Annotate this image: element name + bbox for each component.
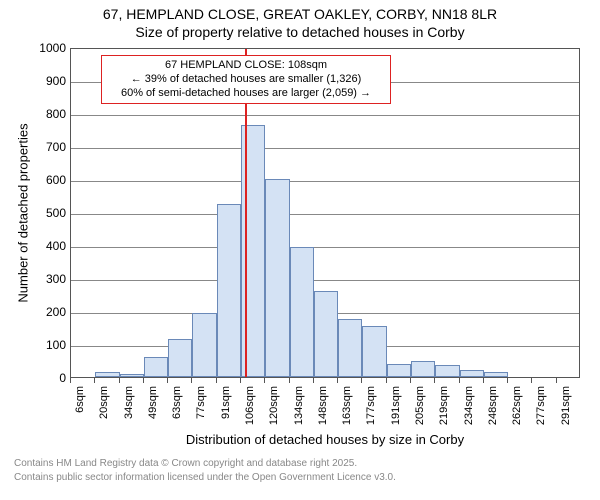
- x-tick-label: 219sqm: [438, 386, 450, 426]
- histogram-bar: [95, 372, 119, 377]
- chart-title-line2: Size of property relative to detached ho…: [0, 24, 600, 40]
- y-tick-label: 1000: [6, 42, 66, 54]
- x-axis-label: Distribution of detached houses by size …: [70, 432, 580, 447]
- x-tick-label: 77sqm: [195, 386, 207, 426]
- x-tick-mark: [313, 378, 314, 383]
- plot-area: 67 HEMPLAND CLOSE: 108sqm← 39% of detach…: [70, 48, 580, 378]
- x-tick-mark: [289, 378, 290, 383]
- x-tick-mark: [386, 378, 387, 383]
- x-tick-mark: [240, 378, 241, 383]
- gridline: [71, 115, 579, 116]
- callout-line: 60% of semi-detached houses are larger (…: [108, 87, 384, 101]
- footer-line1: Contains HM Land Registry data © Crown c…: [14, 458, 357, 469]
- y-tick-label: 700: [6, 141, 66, 153]
- x-tick-label: 248sqm: [487, 386, 499, 426]
- x-tick-mark: [191, 378, 192, 383]
- y-tick-label: 200: [6, 306, 66, 318]
- y-tick-label: 300: [6, 273, 66, 285]
- x-tick-label: 191sqm: [390, 386, 402, 426]
- gridline: [71, 181, 579, 182]
- y-tick-label: 800: [6, 108, 66, 120]
- gridline: [71, 280, 579, 281]
- x-tick-label: 106sqm: [244, 386, 256, 426]
- histogram-bar: [290, 247, 314, 377]
- x-tick-label: 49sqm: [147, 386, 159, 426]
- histogram-bar: [435, 365, 459, 377]
- gridline: [71, 148, 579, 149]
- x-tick-mark: [337, 378, 338, 383]
- x-tick-mark: [264, 378, 265, 383]
- histogram-bar: [338, 319, 362, 377]
- histogram-bar: [460, 370, 484, 377]
- x-tick-label: 6sqm: [74, 386, 86, 426]
- x-tick-label: 120sqm: [268, 386, 280, 426]
- histogram-bar: [265, 179, 289, 377]
- callout-line: ← 39% of detached houses are smaller (1,…: [108, 73, 384, 87]
- x-tick-mark: [167, 378, 168, 383]
- chart-title-line1: 67, HEMPLAND CLOSE, GREAT OAKLEY, CORBY,…: [0, 6, 600, 22]
- x-tick-mark: [94, 378, 95, 383]
- histogram-bar: [192, 313, 216, 377]
- histogram-bar: [411, 361, 435, 378]
- x-tick-mark: [531, 378, 532, 383]
- y-tick-label: 400: [6, 240, 66, 252]
- x-tick-label: 234sqm: [463, 386, 475, 426]
- x-tick-mark: [434, 378, 435, 383]
- y-tick-label: 100: [6, 339, 66, 351]
- x-tick-label: 148sqm: [317, 386, 329, 426]
- x-tick-mark: [483, 378, 484, 383]
- x-tick-mark: [143, 378, 144, 383]
- footer-line2: Contains public sector information licen…: [14, 472, 396, 483]
- histogram-bar: [387, 364, 411, 377]
- x-tick-label: 177sqm: [365, 386, 377, 426]
- property-callout: 67 HEMPLAND CLOSE: 108sqm← 39% of detach…: [101, 55, 391, 104]
- histogram-bar: [484, 372, 508, 377]
- x-tick-label: 277sqm: [535, 386, 547, 426]
- x-tick-mark: [507, 378, 508, 383]
- x-tick-label: 63sqm: [171, 386, 183, 426]
- histogram-bar: [168, 339, 192, 377]
- x-tick-label: 20sqm: [98, 386, 110, 426]
- x-tick-label: 134sqm: [293, 386, 305, 426]
- x-tick-label: 34sqm: [123, 386, 135, 426]
- x-tick-mark: [119, 378, 120, 383]
- x-tick-label: 91sqm: [220, 386, 232, 426]
- x-tick-mark: [556, 378, 557, 383]
- x-tick-label: 205sqm: [414, 386, 426, 426]
- histogram-bar: [120, 374, 144, 377]
- gridline: [71, 247, 579, 248]
- x-tick-mark: [216, 378, 217, 383]
- gridline: [71, 214, 579, 215]
- histogram-bar: [362, 326, 386, 377]
- x-tick-label: 262sqm: [511, 386, 523, 426]
- x-tick-mark: [459, 378, 460, 383]
- histogram-bar: [217, 204, 241, 377]
- histogram-chart: 67, HEMPLAND CLOSE, GREAT OAKLEY, CORBY,…: [0, 0, 600, 500]
- x-tick-mark: [361, 378, 362, 383]
- x-tick-mark: [410, 378, 411, 383]
- y-tick-label: 0: [6, 372, 66, 384]
- histogram-bar: [144, 357, 168, 377]
- y-tick-label: 900: [6, 75, 66, 87]
- y-tick-label: 500: [6, 207, 66, 219]
- x-tick-label: 291sqm: [560, 386, 572, 426]
- y-tick-label: 600: [6, 174, 66, 186]
- callout-line: 67 HEMPLAND CLOSE: 108sqm: [108, 59, 384, 73]
- x-tick-label: 163sqm: [341, 386, 353, 426]
- histogram-bar: [314, 291, 338, 377]
- x-tick-mark: [70, 378, 71, 383]
